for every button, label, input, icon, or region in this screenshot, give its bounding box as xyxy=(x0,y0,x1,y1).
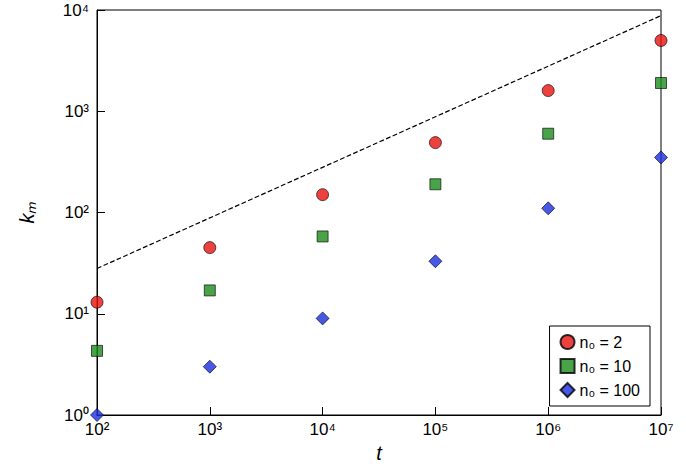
svg-text:n₀ = 100: n₀ = 100 xyxy=(580,382,641,399)
svg-text:10²: 10² xyxy=(64,203,89,222)
svg-text:10³: 10³ xyxy=(198,420,223,439)
svg-text:10⁰: 10⁰ xyxy=(64,405,89,425)
svg-text:10³: 10³ xyxy=(64,102,89,121)
svg-text:n₀ = 10: n₀ = 10 xyxy=(580,358,632,375)
svg-text:10⁴: 10⁴ xyxy=(63,1,89,20)
svg-text:10⁴: 10⁴ xyxy=(309,420,335,439)
svg-text:10²: 10² xyxy=(85,420,110,439)
svg-text:10⁶: 10⁶ xyxy=(535,420,561,439)
svg-text:n₀ = 2: n₀ = 2 xyxy=(580,334,623,351)
svg-text:10⁷: 10⁷ xyxy=(648,420,673,439)
svg-text:10¹: 10¹ xyxy=(64,304,89,323)
svg-text:t: t xyxy=(376,442,383,464)
svg-text:10⁵: 10⁵ xyxy=(422,420,448,439)
svg-text:kₘ: kₘ xyxy=(16,202,38,224)
